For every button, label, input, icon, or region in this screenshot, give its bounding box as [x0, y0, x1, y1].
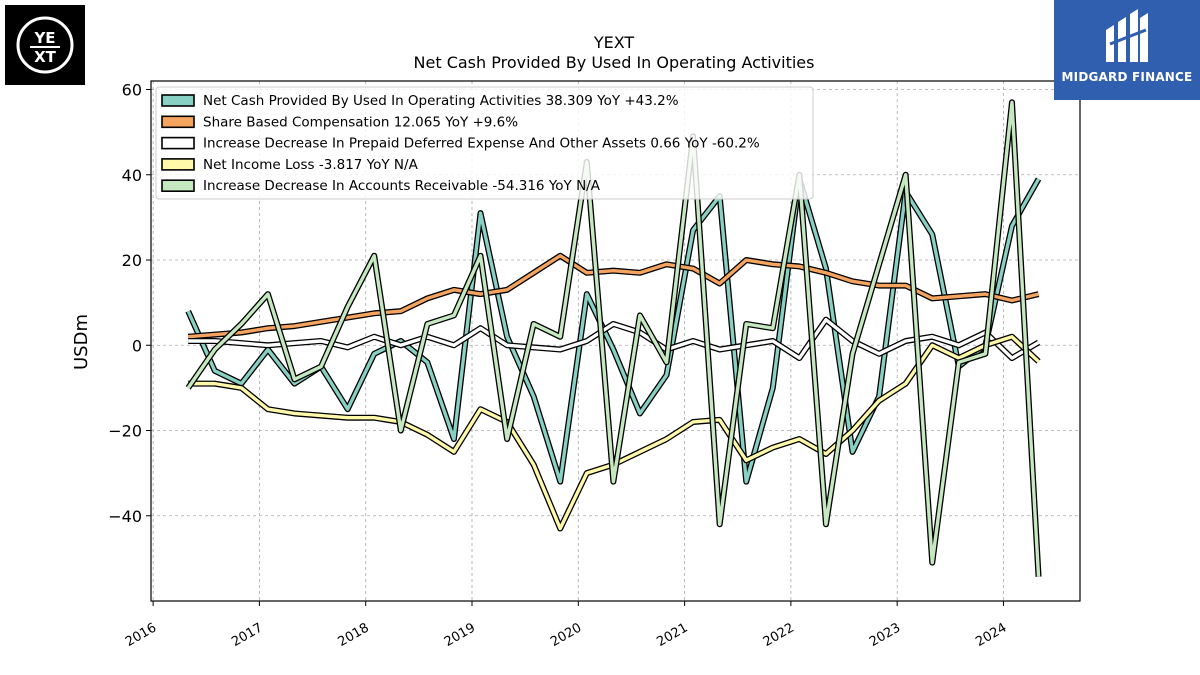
- x-tick-label: 2023: [867, 620, 903, 650]
- y-tick-label: −20: [108, 422, 142, 441]
- legend-item: Net Income Loss -3.817 YoY N/A: [161, 157, 419, 173]
- chart-title: YEXT: [593, 33, 635, 52]
- legend-series-name: Increase Decrease In Accounts Receivable: [203, 178, 488, 194]
- midgard-finance-emblem-icon: [1106, 9, 1148, 62]
- legend-series-name: Increase Decrease In Prepaid Deferred Ex…: [203, 136, 646, 152]
- legend-item: Net Cash Provided By Used In Operating A…: [161, 93, 679, 109]
- x-tick-label: 2020: [548, 620, 584, 650]
- midgard-finance-name: MIDGARD FINANCE: [1061, 70, 1193, 84]
- legend-swatch: [161, 158, 195, 171]
- svg-text:Increase Decrease In Accounts: Increase Decrease In Accounts Receivable…: [203, 178, 601, 194]
- x-tick-label: 2017: [229, 620, 265, 650]
- series-line-1: [185, 176, 1042, 485]
- series-stroke: [188, 335, 1040, 531]
- y-tick-label: 60: [122, 81, 142, 100]
- legend-series-name: Net Income Loss: [203, 157, 315, 173]
- legend-series-value: -3.817 YoY N/A: [315, 157, 419, 173]
- plot-frame: [150, 80, 1081, 602]
- legend-swatch: [161, 115, 195, 129]
- y-tick-label: 20: [122, 251, 142, 270]
- svg-text:Share Based Compensation 12.0: Share Based Compensation 12.065 YoY +9.6…: [203, 114, 518, 130]
- x-tick-label: 2019: [442, 620, 478, 650]
- legend-item: Share Based Compensation 12.065 YoY +9.6…: [161, 114, 518, 130]
- x-tick-label: 2024: [973, 620, 1009, 650]
- y-tick-label: 0: [132, 336, 142, 355]
- yext-logo: YE XT: [5, 5, 85, 85]
- yext-logo-text-bottom: XT: [34, 48, 57, 66]
- legend-series-name: Net Cash Provided By Used In Operating A…: [203, 93, 541, 109]
- series-stroke: [188, 254, 1039, 339]
- legend-box: [155, 86, 814, 200]
- x-tick-label: 2016: [123, 620, 159, 650]
- series-stroke: [186, 177, 1041, 484]
- legend-series-value: -54.316 YoY N/A: [488, 178, 601, 194]
- series-stroke: [186, 100, 1041, 577]
- midgard-finance-logo: MIDGARD FINANCE: [1054, 0, 1200, 100]
- series-line-5: [185, 99, 1042, 577]
- legend-series-value: 12.065 YoY +9.6%: [389, 114, 518, 130]
- svg-text:Net Income Loss -3.817 YoY N/: Net Income Loss -3.817 YoY N/A: [203, 157, 419, 173]
- legend-swatch: [161, 136, 195, 150]
- legend-item: Increase Decrease In Prepaid Deferred Ex…: [161, 136, 760, 152]
- series-line-4: [188, 333, 1041, 532]
- y-tick-label: −40: [108, 507, 142, 526]
- legend-item: Increase Decrease In Accounts Receivable…: [161, 178, 601, 194]
- legend-series-value: 38.309 YoY +43.2%: [541, 93, 678, 109]
- y-tick-label: 40: [122, 166, 142, 185]
- chart-subtitle: Net Cash Provided By Used In Operating A…: [414, 53, 815, 72]
- series-outline: [188, 333, 1041, 532]
- x-tick-label: 2021: [654, 620, 690, 650]
- yext-logo-icon: YE XT: [16, 16, 74, 74]
- legend-swatch: [161, 94, 195, 107]
- legend: Net Cash Provided By Used In Operating A…: [155, 86, 814, 200]
- x-tick-label: 2022: [761, 620, 797, 650]
- legend-series-name: Share Based Compensation: [203, 114, 389, 130]
- yext-logo-text-top: YE: [33, 29, 55, 47]
- series-lines: [185, 99, 1042, 577]
- svg-text:Increase Decrease In Prepaid D: Increase Decrease In Prepaid Deferred Ex…: [203, 136, 760, 152]
- svg-text:Net Cash Provided By Used In O: Net Cash Provided By Used In Operating A…: [203, 93, 679, 109]
- y-axis-label: USDm: [71, 314, 92, 370]
- x-tick-label: 2018: [336, 620, 372, 650]
- series-line-2: [187, 252, 1040, 340]
- legend-swatch: [161, 179, 195, 192]
- legend-series-value: 0.66 YoY -60.2%: [646, 136, 760, 152]
